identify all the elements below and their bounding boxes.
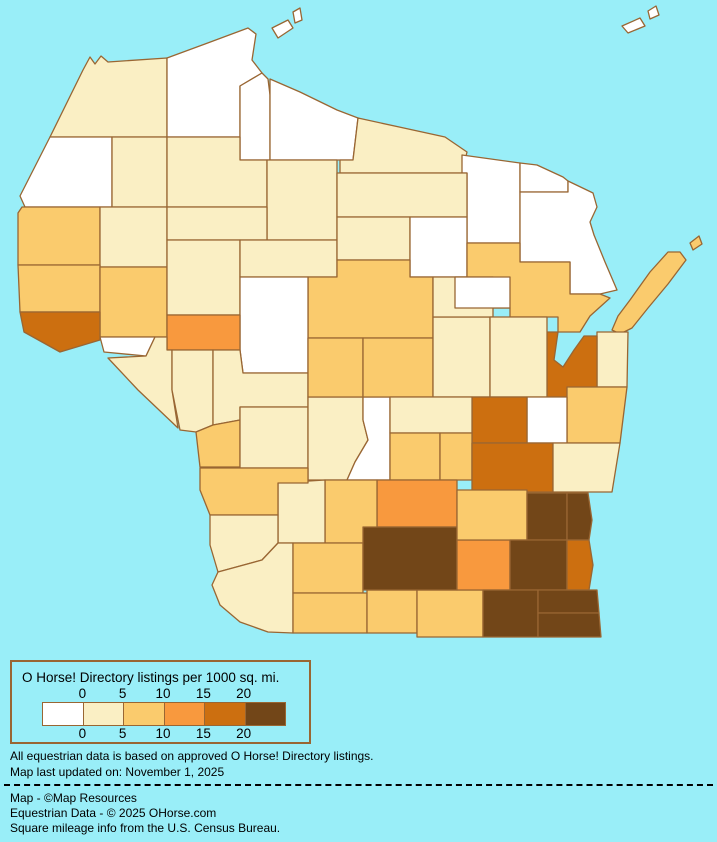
county-douglas bbox=[49, 55, 168, 138]
note-last-updated: Map last updated on: November 1, 2025 bbox=[10, 765, 225, 779]
legend-tick-label: 15 bbox=[195, 686, 211, 701]
county-st-croix bbox=[17, 264, 101, 313]
county-kenosha bbox=[537, 612, 602, 638]
county-pierce bbox=[19, 311, 101, 353]
legend-color-bar bbox=[42, 702, 286, 726]
county-milwaukee bbox=[566, 539, 594, 591]
county-iowa bbox=[292, 542, 372, 594]
legend-tick-label: 20 bbox=[236, 686, 252, 701]
county-racine bbox=[537, 589, 600, 614]
legend: O Horse! Directory listings per 1000 sq.… bbox=[10, 660, 311, 744]
county-calumet bbox=[526, 396, 568, 444]
county-taylor bbox=[239, 239, 338, 278]
county-vilas bbox=[339, 117, 468, 174]
wisconsin-choropleth-map bbox=[17, 5, 703, 638]
county-ashland bbox=[239, 72, 271, 161]
dashed-divider bbox=[4, 784, 713, 786]
note-census-credit: Square mileage info from the U.S. Census… bbox=[10, 821, 281, 835]
county-lafayette bbox=[292, 592, 368, 634]
county-columbia bbox=[376, 479, 458, 528]
legend-title: O Horse! Directory listings per 1000 sq.… bbox=[22, 670, 280, 685]
county-sheboygan bbox=[552, 442, 621, 493]
county-chippewa bbox=[166, 239, 241, 316]
county-wood bbox=[307, 337, 364, 398]
county-rock bbox=[416, 589, 484, 638]
county-marinette bbox=[519, 180, 618, 295]
county-green bbox=[366, 589, 418, 634]
county-oneida bbox=[336, 172, 468, 218]
legend-tick-label: 5 bbox=[118, 686, 127, 701]
county-portage bbox=[362, 337, 434, 398]
legend-tick-label: 10 bbox=[155, 686, 171, 701]
note-map-credit: Map - ©Map Resources bbox=[10, 791, 137, 805]
county-price bbox=[266, 159, 338, 241]
superior-islet-1 bbox=[621, 17, 646, 34]
county-barron bbox=[99, 206, 168, 268]
county-rusk bbox=[166, 206, 268, 241]
legend-swatch-0 bbox=[43, 703, 83, 725]
county-eau-claire bbox=[166, 314, 241, 351]
legend-ticks-bottom: 0 5 10 15 20 bbox=[42, 726, 284, 741]
door-islet bbox=[689, 235, 703, 251]
county-walworth bbox=[482, 589, 539, 638]
superior-islet-2 bbox=[647, 5, 660, 20]
county-iron bbox=[269, 78, 359, 161]
legend-tick-label: 0 bbox=[78, 686, 87, 701]
county-washburn bbox=[111, 136, 168, 208]
county-vernon bbox=[199, 467, 309, 516]
county-clark bbox=[239, 276, 309, 374]
county-monroe bbox=[239, 406, 309, 469]
county-polk bbox=[17, 206, 101, 266]
county-dane bbox=[362, 526, 458, 591]
note-equestrian-credit: Equestrian Data - © 2025 OHorse.com bbox=[10, 806, 217, 820]
county-jefferson bbox=[456, 539, 511, 591]
madeline-island bbox=[271, 19, 294, 39]
county-menominee bbox=[454, 276, 511, 309]
county-langlade bbox=[409, 216, 468, 278]
county-green-lake bbox=[439, 432, 473, 481]
legend-swatch-20+ bbox=[244, 703, 285, 725]
county-waukesha bbox=[509, 539, 568, 591]
apostle-islet bbox=[292, 7, 303, 24]
county-waupaca bbox=[432, 316, 491, 398]
county-burnett bbox=[19, 136, 113, 208]
legend-swatch-10-15 bbox=[163, 703, 204, 725]
county-marquette bbox=[389, 432, 441, 481]
county-lincoln bbox=[336, 216, 411, 261]
note-data-source: All equestrian data is based on approved… bbox=[10, 749, 374, 763]
legend-tick-label: 5 bbox=[118, 726, 127, 741]
legend-tick-label: 15 bbox=[195, 726, 211, 741]
county-fond-du-lac bbox=[471, 442, 554, 493]
county-washington bbox=[526, 492, 568, 541]
legend-swatch-0-5 bbox=[82, 703, 123, 725]
legend-tick-label: 10 bbox=[155, 726, 171, 741]
county-trempealeau bbox=[171, 349, 214, 433]
county-dodge bbox=[456, 489, 528, 541]
legend-swatch-15-20 bbox=[204, 703, 245, 725]
county-grant bbox=[211, 542, 294, 634]
county-ozaukee bbox=[566, 492, 593, 541]
legend-ticks-top: 0 5 10 15 20 bbox=[42, 686, 284, 701]
county-winnebago bbox=[471, 396, 528, 444]
county-florence bbox=[519, 162, 569, 193]
county-kewaunee bbox=[596, 331, 629, 388]
county-waushara bbox=[389, 396, 473, 434]
county-manitowoc bbox=[566, 386, 628, 444]
legend-tick-label: 20 bbox=[236, 726, 252, 741]
legend-swatch-5-10 bbox=[123, 703, 164, 725]
county-door bbox=[611, 251, 687, 335]
county-outagamie bbox=[489, 316, 548, 398]
county-forest bbox=[461, 154, 521, 244]
county-dunn bbox=[99, 266, 168, 338]
legend-tick-label: 0 bbox=[78, 726, 87, 741]
county-richland bbox=[277, 479, 326, 544]
